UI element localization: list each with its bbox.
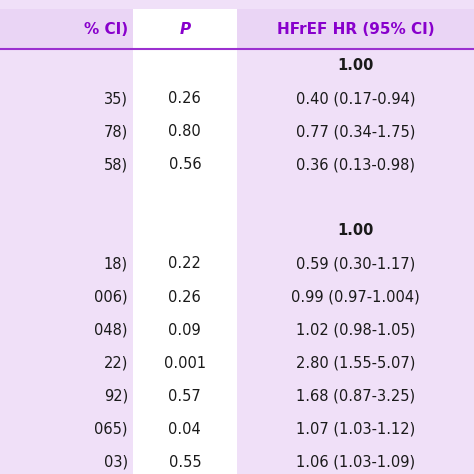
Text: 0.09: 0.09 bbox=[168, 323, 201, 337]
Bar bbox=[237, 281, 474, 314]
Text: 1.00: 1.00 bbox=[337, 223, 374, 238]
Bar bbox=[133, 314, 237, 346]
Bar bbox=[237, 181, 474, 214]
Bar bbox=[133, 346, 237, 380]
Text: 0.36 (0.13-0.98): 0.36 (0.13-0.98) bbox=[296, 157, 415, 172]
Text: 0.56: 0.56 bbox=[169, 157, 201, 172]
Bar bbox=[133, 148, 237, 181]
Bar bbox=[0, 181, 133, 214]
Bar bbox=[133, 115, 237, 148]
Bar bbox=[0, 214, 133, 247]
Text: 0.57: 0.57 bbox=[168, 389, 201, 404]
Bar bbox=[237, 49, 474, 82]
Text: 0.59 (0.30-1.17): 0.59 (0.30-1.17) bbox=[296, 256, 415, 272]
Text: 03): 03) bbox=[104, 455, 128, 470]
Bar bbox=[0, 446, 133, 474]
Text: 78): 78) bbox=[104, 124, 128, 139]
Bar bbox=[0, 82, 133, 115]
Bar bbox=[133, 181, 237, 214]
Text: 0.22: 0.22 bbox=[168, 256, 201, 272]
Text: % CI): % CI) bbox=[84, 21, 128, 36]
Text: P: P bbox=[179, 21, 191, 36]
Text: HFrEF HR (95% CI): HFrEF HR (95% CI) bbox=[277, 21, 434, 36]
Bar bbox=[0, 314, 133, 346]
Bar bbox=[133, 446, 237, 474]
Text: 0.55: 0.55 bbox=[169, 455, 201, 470]
Text: 065): 065) bbox=[94, 422, 128, 437]
Bar bbox=[237, 214, 474, 247]
Text: 0.77 (0.34-1.75): 0.77 (0.34-1.75) bbox=[296, 124, 415, 139]
Bar bbox=[237, 413, 474, 446]
Bar bbox=[133, 82, 237, 115]
Bar bbox=[0, 9, 133, 49]
Bar bbox=[0, 148, 133, 181]
Bar bbox=[237, 314, 474, 346]
Bar bbox=[0, 346, 133, 380]
Text: 0.26: 0.26 bbox=[168, 290, 201, 305]
Bar bbox=[133, 281, 237, 314]
Bar bbox=[0, 380, 133, 413]
Bar bbox=[0, 49, 133, 82]
Bar bbox=[237, 148, 474, 181]
Bar bbox=[0, 115, 133, 148]
Text: 22): 22) bbox=[104, 356, 128, 371]
Text: 0.001: 0.001 bbox=[164, 356, 206, 371]
Text: 2.80 (1.55-5.07): 2.80 (1.55-5.07) bbox=[296, 356, 415, 371]
Text: 1.07 (1.03-1.12): 1.07 (1.03-1.12) bbox=[296, 422, 415, 437]
Bar bbox=[237, 346, 474, 380]
Text: 1.00: 1.00 bbox=[337, 58, 374, 73]
Text: 0.99 (0.97-1.004): 0.99 (0.97-1.004) bbox=[291, 290, 420, 305]
Text: 18): 18) bbox=[104, 256, 128, 272]
Text: 92): 92) bbox=[104, 389, 128, 404]
Text: 58): 58) bbox=[104, 157, 128, 172]
Bar bbox=[237, 115, 474, 148]
Bar bbox=[133, 413, 237, 446]
Bar bbox=[133, 9, 237, 49]
Text: 048): 048) bbox=[94, 323, 128, 337]
Bar bbox=[133, 380, 237, 413]
Bar bbox=[0, 281, 133, 314]
Bar bbox=[133, 49, 237, 82]
Bar bbox=[237, 9, 474, 49]
Text: 0.04: 0.04 bbox=[168, 422, 201, 437]
Bar bbox=[237, 380, 474, 413]
Bar bbox=[237, 82, 474, 115]
Text: 0.40 (0.17-0.94): 0.40 (0.17-0.94) bbox=[296, 91, 415, 106]
Text: 0.26: 0.26 bbox=[168, 91, 201, 106]
Bar bbox=[0, 413, 133, 446]
Text: 1.02 (0.98-1.05): 1.02 (0.98-1.05) bbox=[296, 323, 415, 337]
Bar bbox=[0, 247, 133, 281]
Bar bbox=[133, 214, 237, 247]
Bar bbox=[237, 247, 474, 281]
Text: 35): 35) bbox=[104, 91, 128, 106]
Text: 0.80: 0.80 bbox=[168, 124, 201, 139]
Bar bbox=[237, 446, 474, 474]
Text: 1.06 (1.03-1.09): 1.06 (1.03-1.09) bbox=[296, 455, 415, 470]
Text: 1.68 (0.87-3.25): 1.68 (0.87-3.25) bbox=[296, 389, 415, 404]
Bar bbox=[133, 247, 237, 281]
Text: 006): 006) bbox=[94, 290, 128, 305]
